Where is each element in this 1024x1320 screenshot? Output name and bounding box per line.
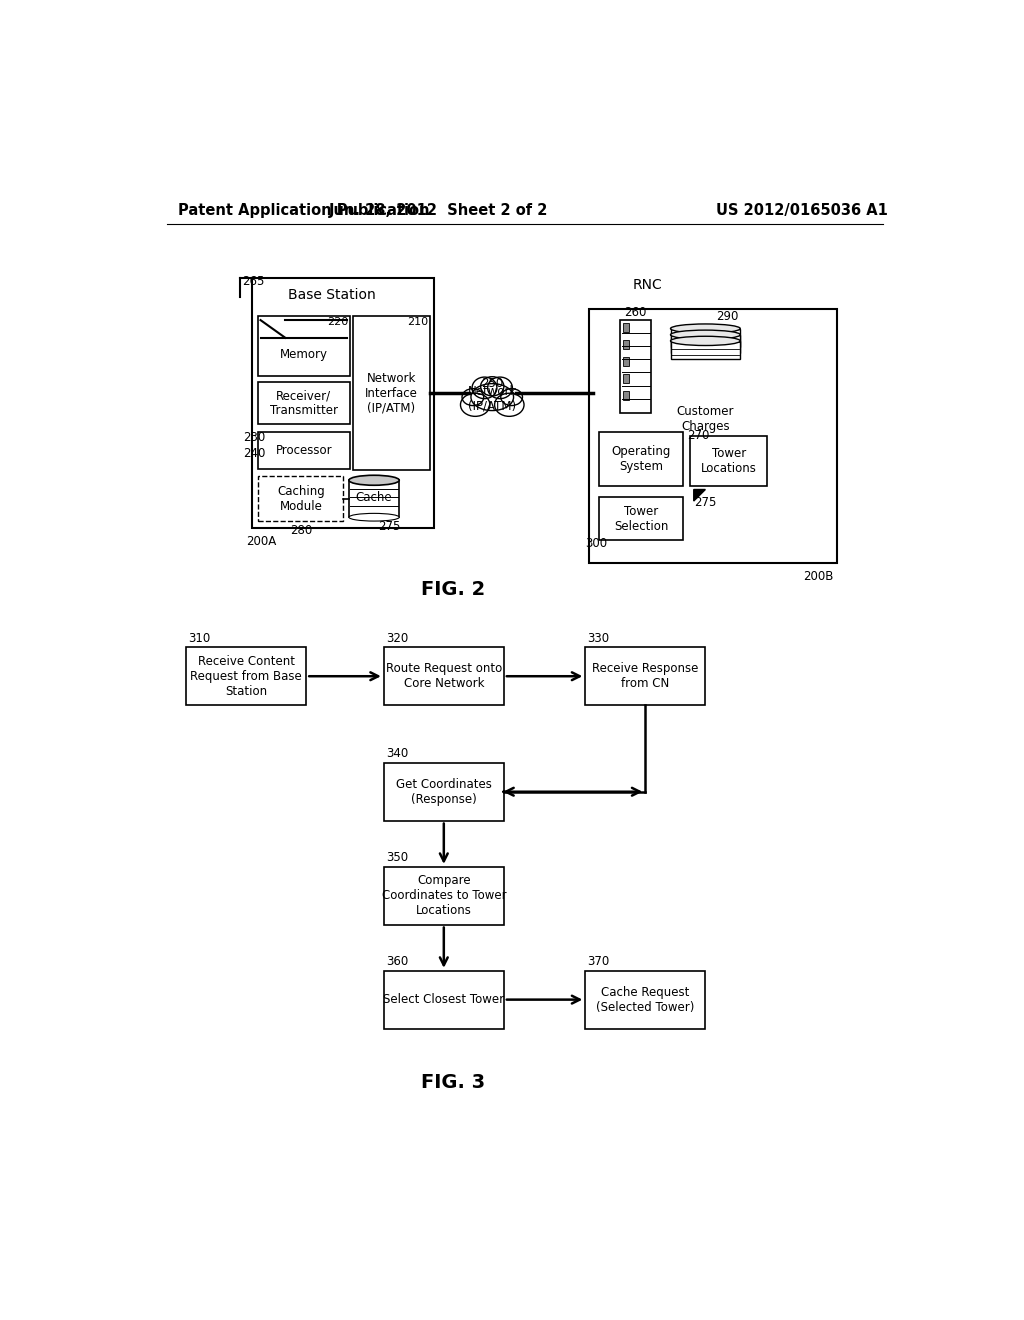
- Text: Patent Application Publication: Patent Application Publication: [178, 203, 430, 218]
- Text: Receiver/
Transmitter: Receiver/ Transmitter: [270, 389, 338, 417]
- Text: Customer
Charges: Customer Charges: [677, 405, 734, 433]
- Bar: [589, 309, 838, 562]
- Ellipse shape: [671, 337, 740, 346]
- Text: 250: 250: [481, 376, 504, 389]
- Bar: [352, 317, 430, 470]
- Text: US 2012/0165036 A1: US 2012/0165036 A1: [717, 203, 888, 218]
- Text: FIG. 3: FIG. 3: [422, 1073, 485, 1092]
- Text: Jun. 28, 2012  Sheet 2 of 2: Jun. 28, 2012 Sheet 2 of 2: [329, 203, 548, 218]
- Ellipse shape: [671, 330, 740, 339]
- Text: Route Request onto
Core Network: Route Request onto Core Network: [386, 663, 502, 690]
- Ellipse shape: [501, 388, 522, 405]
- Bar: [252, 277, 434, 528]
- Ellipse shape: [452, 372, 532, 421]
- Ellipse shape: [480, 376, 504, 396]
- Text: 275: 275: [378, 520, 400, 533]
- Text: 265: 265: [242, 275, 264, 288]
- Bar: [624, 391, 630, 400]
- Text: 320: 320: [386, 631, 409, 644]
- Text: 300: 300: [586, 537, 607, 550]
- Bar: [384, 970, 504, 1028]
- Ellipse shape: [471, 384, 514, 411]
- Text: 230: 230: [243, 432, 265, 445]
- Text: Tower
Selection: Tower Selection: [613, 504, 669, 533]
- Text: 210: 210: [408, 317, 429, 327]
- Text: 275: 275: [693, 496, 716, 510]
- Ellipse shape: [671, 323, 740, 333]
- Text: 280: 280: [290, 524, 312, 537]
- Text: Compare
Coordinates to Tower
Locations: Compare Coordinates to Tower Locations: [382, 874, 506, 917]
- Bar: [586, 647, 706, 705]
- Text: Caching
Module: Caching Module: [276, 484, 325, 512]
- Text: Memory: Memory: [280, 348, 328, 362]
- Bar: [621, 321, 651, 412]
- Text: Processor: Processor: [275, 444, 332, 457]
- Bar: [624, 323, 630, 333]
- Text: FIG. 2: FIG. 2: [421, 579, 485, 599]
- Text: 350: 350: [386, 851, 409, 865]
- Text: 310: 310: [188, 631, 211, 644]
- Text: Tower
Locations: Tower Locations: [700, 447, 757, 475]
- Text: Network
(IP/ATM): Network (IP/ATM): [468, 384, 517, 413]
- Text: Receive Response
from CN: Receive Response from CN: [592, 663, 698, 690]
- Bar: [671, 341, 740, 359]
- Bar: [599, 432, 683, 486]
- Ellipse shape: [495, 393, 524, 416]
- Text: Receive Content
Request from Base
Station: Receive Content Request from Base Statio…: [190, 655, 302, 698]
- Bar: [624, 374, 630, 383]
- Text: 220: 220: [327, 317, 348, 327]
- Bar: [624, 358, 630, 367]
- Text: Cache Request
(Selected Tower): Cache Request (Selected Tower): [596, 986, 694, 1014]
- Text: 360: 360: [386, 954, 409, 968]
- Bar: [258, 432, 349, 469]
- Ellipse shape: [349, 513, 399, 521]
- Text: 200B: 200B: [803, 570, 834, 583]
- Bar: [186, 647, 306, 705]
- Text: 270: 270: [687, 429, 710, 442]
- Text: Base Station: Base Station: [288, 288, 376, 302]
- Text: Get Coordinates
(Response): Get Coordinates (Response): [396, 777, 492, 805]
- Bar: [258, 317, 349, 376]
- Text: 340: 340: [386, 747, 409, 760]
- Text: 260: 260: [625, 306, 647, 319]
- Text: RNC: RNC: [633, 279, 663, 293]
- Ellipse shape: [349, 475, 399, 486]
- Bar: [258, 477, 343, 521]
- Bar: [624, 341, 630, 350]
- Text: 290: 290: [717, 310, 738, 323]
- Bar: [258, 381, 349, 424]
- Polygon shape: [693, 490, 706, 502]
- Text: Network
Interface
(IP/ATM): Network Interface (IP/ATM): [366, 372, 418, 414]
- Ellipse shape: [472, 378, 497, 399]
- Text: Cache: Cache: [355, 491, 392, 504]
- Bar: [384, 763, 504, 821]
- Ellipse shape: [462, 388, 483, 405]
- Text: 240: 240: [243, 446, 265, 459]
- Ellipse shape: [487, 378, 512, 399]
- Ellipse shape: [461, 393, 489, 416]
- Bar: [384, 867, 504, 924]
- Bar: [690, 436, 767, 486]
- Bar: [384, 647, 504, 705]
- Bar: [671, 329, 740, 347]
- Text: 330: 330: [588, 631, 609, 644]
- Text: Operating
System: Operating System: [611, 445, 671, 473]
- Text: Select Closest Tower: Select Closest Tower: [383, 993, 505, 1006]
- Bar: [586, 970, 706, 1028]
- Text: 200A: 200A: [246, 536, 276, 548]
- Bar: [349, 480, 399, 517]
- Bar: [599, 498, 683, 540]
- Bar: [671, 335, 740, 354]
- Text: 370: 370: [588, 954, 610, 968]
